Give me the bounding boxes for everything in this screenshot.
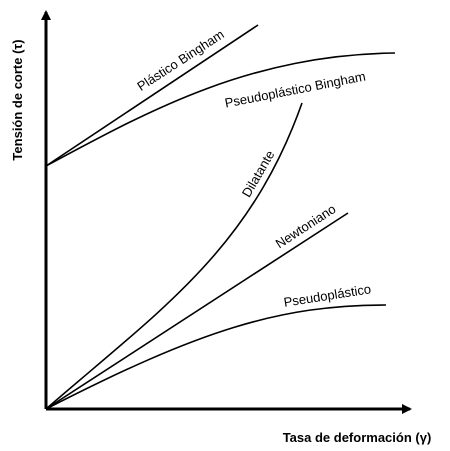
y-axis-title: Tensión de corte (τ) — [10, 39, 25, 160]
curve-pseudoplastico-bingham — [45, 52, 396, 167]
curve-label: Pseudoplástico Bingham — [223, 69, 366, 111]
curve-dilatante — [45, 102, 303, 410]
curve-label: Plástico Bingham — [134, 27, 226, 94]
x-axis-title: Tasa de deformación (γ) — [283, 430, 432, 445]
curve-label: Dilatante — [239, 148, 278, 200]
curve-newtoniano — [45, 212, 349, 410]
curve-pseudoplastico — [45, 304, 387, 410]
curve-plastico-bingham — [45, 24, 259, 167]
